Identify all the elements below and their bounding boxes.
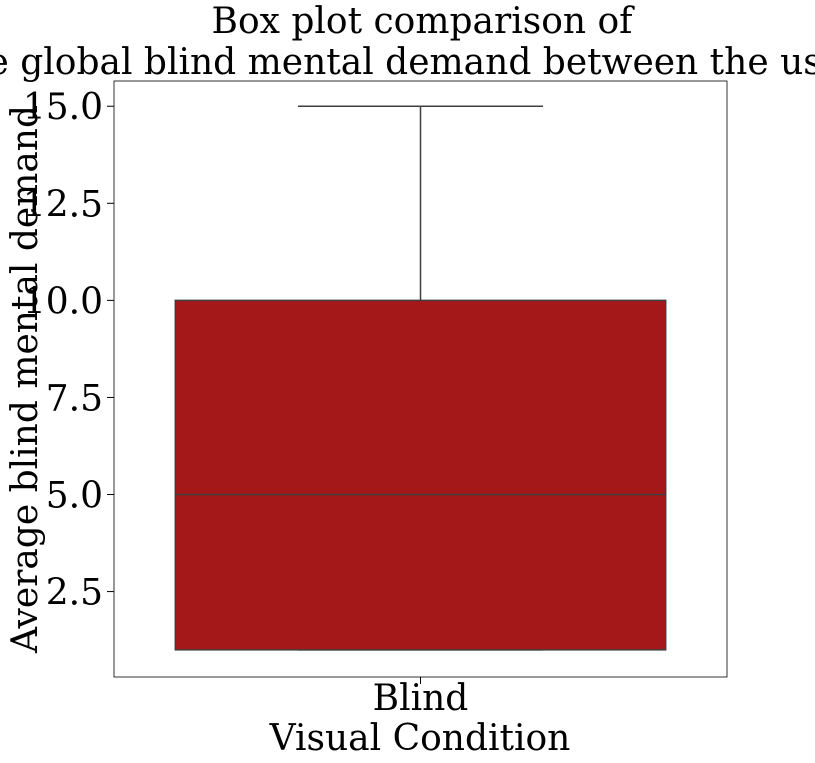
x-axis-label: Visual Condition: [269, 718, 571, 759]
chart-title-line-1: Box plot comparison of: [212, 1, 636, 42]
y-tick-label: 5.0: [46, 476, 103, 517]
box-group: [174, 105, 667, 651]
y-tick-label: 7.5: [46, 378, 103, 419]
chart-title-line-2: the global blind mental demand between t…: [0, 42, 815, 83]
y-axis-ticks: 2.5 5.0 7.5 10.0 12.5 15.0: [23, 87, 114, 614]
box-iqr: [174, 299, 667, 651]
x-tick-label: Blind: [373, 678, 469, 719]
y-tick-label: 12.5: [23, 184, 103, 225]
y-tick-label: 2.5: [46, 573, 103, 614]
y-axis-label: Average blind mental demand: [5, 105, 46, 654]
y-tick-label: 10.0: [23, 281, 103, 322]
plot-area: [174, 105, 667, 651]
y-tick-label: 15.0: [23, 87, 103, 128]
x-axis-ticks: Blind: [373, 677, 469, 719]
